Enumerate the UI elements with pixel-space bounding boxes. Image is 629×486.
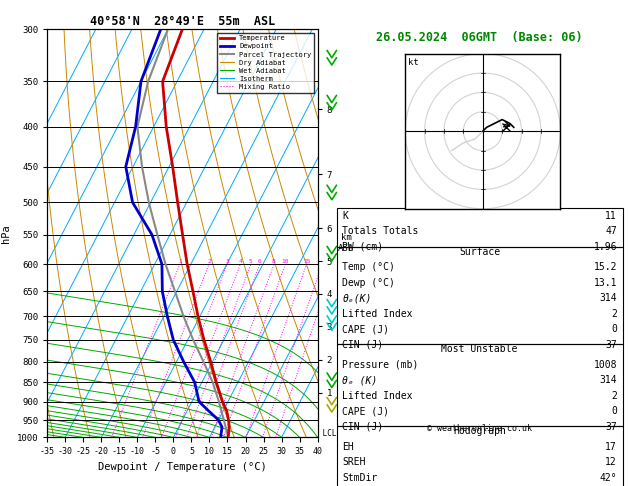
Text: 4: 4 — [238, 259, 242, 264]
Text: Surface: Surface — [459, 246, 500, 257]
Text: 47: 47 — [605, 226, 617, 236]
Bar — [337, 246, 623, 344]
Text: Totals Totals: Totals Totals — [342, 226, 419, 236]
Text: 42°: 42° — [599, 473, 617, 483]
Text: 314: 314 — [599, 293, 617, 303]
Text: © weatheronline.co.uk: © weatheronline.co.uk — [427, 424, 532, 434]
Text: K: K — [342, 211, 348, 221]
Text: 12: 12 — [605, 457, 617, 468]
Text: 10: 10 — [282, 259, 289, 264]
Y-axis label: km
ASL: km ASL — [338, 233, 354, 253]
Text: 37: 37 — [605, 340, 617, 349]
Text: 0: 0 — [611, 324, 617, 334]
Text: 2: 2 — [611, 391, 617, 401]
Text: Dewp (°C): Dewp (°C) — [342, 278, 395, 288]
Text: LCL: LCL — [318, 430, 336, 438]
Text: 11: 11 — [605, 211, 617, 221]
Text: Lifted Index: Lifted Index — [342, 391, 413, 401]
Bar — [337, 344, 623, 426]
Text: StmDir: StmDir — [342, 473, 377, 483]
Text: 26.05.2024  06GMT  (Base: 06): 26.05.2024 06GMT (Base: 06) — [376, 31, 583, 44]
Text: θₑ(K): θₑ(K) — [342, 293, 372, 303]
Text: 5: 5 — [249, 259, 253, 264]
Text: CAPE (J): CAPE (J) — [342, 324, 389, 334]
Legend: Temperature, Dewpoint, Parcel Trajectory, Dry Adiabat, Wet Adiabat, Isotherm, Mi: Temperature, Dewpoint, Parcel Trajectory… — [217, 33, 314, 93]
Text: EH: EH — [342, 442, 354, 452]
Text: Hodograph: Hodograph — [453, 426, 506, 436]
Text: 15.2: 15.2 — [594, 262, 617, 272]
Text: Pressure (mb): Pressure (mb) — [342, 360, 419, 370]
X-axis label: Dewpoint / Temperature (°C): Dewpoint / Temperature (°C) — [98, 462, 267, 472]
Text: θₑ (K): θₑ (K) — [342, 375, 377, 385]
Text: Most Unstable: Most Unstable — [442, 344, 518, 354]
Text: 2: 2 — [207, 259, 211, 264]
Text: 1008: 1008 — [594, 360, 617, 370]
Text: PW (cm): PW (cm) — [342, 242, 383, 252]
Text: kt: kt — [408, 58, 419, 67]
Text: 17: 17 — [605, 442, 617, 452]
Text: 3: 3 — [225, 259, 229, 264]
Y-axis label: hPa: hPa — [1, 224, 11, 243]
Text: 0: 0 — [611, 406, 617, 417]
Text: CAPE (J): CAPE (J) — [342, 406, 389, 417]
Text: 8: 8 — [272, 259, 276, 264]
Text: Temp (°C): Temp (°C) — [342, 262, 395, 272]
Title: 40°58'N  28°49'E  55m  ASL: 40°58'N 28°49'E 55m ASL — [90, 15, 275, 28]
Text: 1: 1 — [178, 259, 182, 264]
Text: 15: 15 — [303, 259, 310, 264]
Text: 6: 6 — [258, 259, 262, 264]
Text: 37: 37 — [605, 422, 617, 432]
Text: CIN (J): CIN (J) — [342, 340, 383, 349]
Text: 1.96: 1.96 — [594, 242, 617, 252]
Text: Lifted Index: Lifted Index — [342, 309, 413, 318]
Text: 13.1: 13.1 — [594, 278, 617, 288]
Text: SREH: SREH — [342, 457, 365, 468]
Bar — [337, 208, 623, 246]
Text: 314: 314 — [599, 375, 617, 385]
Text: CIN (J): CIN (J) — [342, 422, 383, 432]
Bar — [337, 426, 623, 486]
Text: 2: 2 — [611, 309, 617, 318]
